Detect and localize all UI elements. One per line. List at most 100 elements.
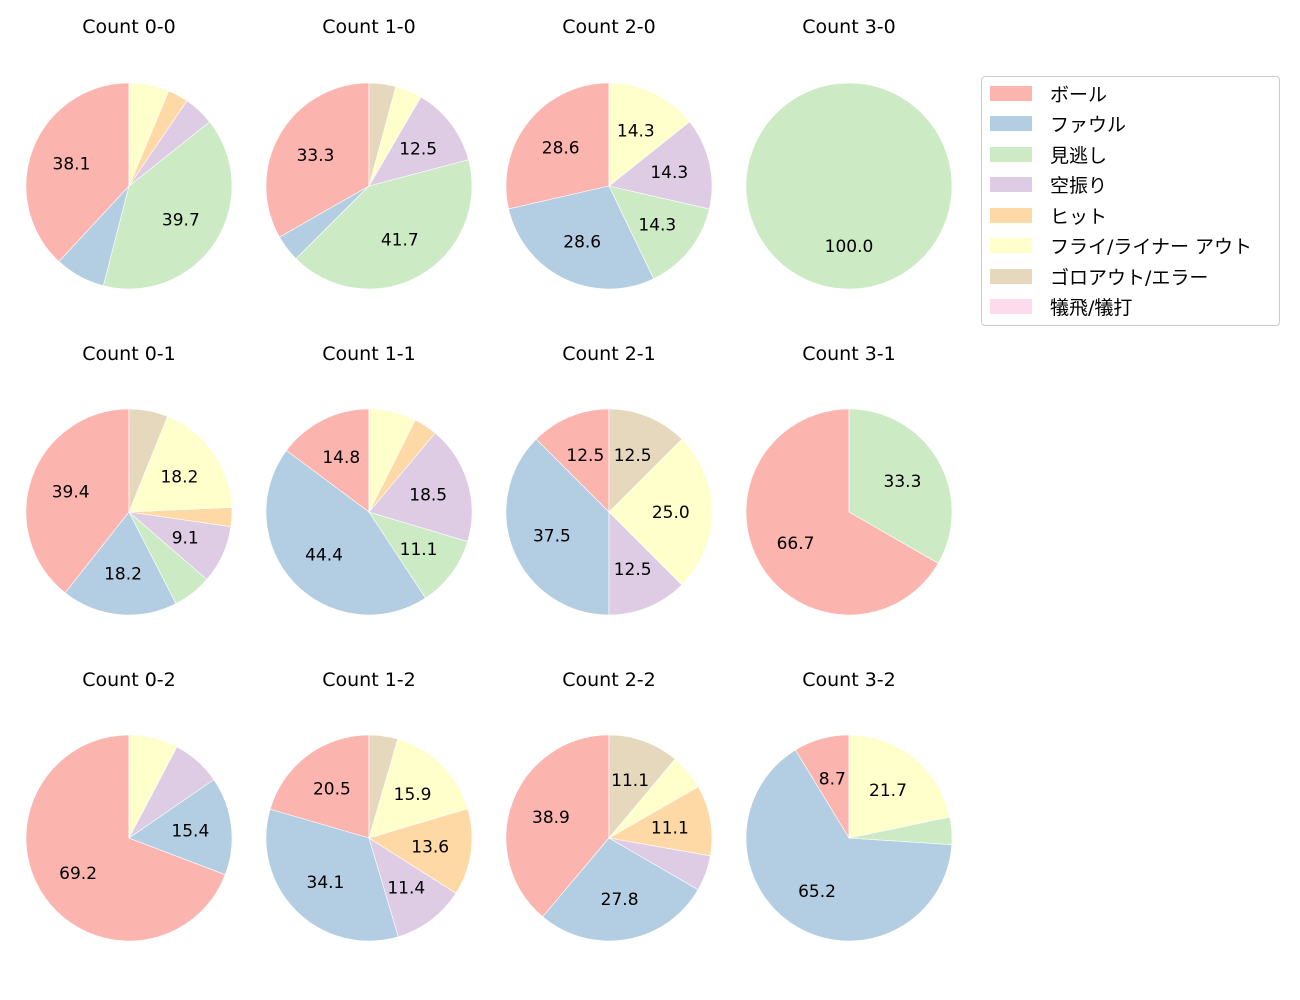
pie-title: Count 2-1 (562, 343, 656, 365)
slice-label: 14.3 (650, 163, 688, 183)
slice-label: 11.4 (387, 878, 425, 898)
pie-chart: 38.1 39.7 (25, 82, 233, 290)
legend-swatch-icon (990, 146, 1032, 162)
legend-label: ヒット (1050, 205, 1108, 228)
slice-label: 39.4 (52, 483, 90, 503)
slice-label: 9.1 (172, 529, 199, 549)
pie-slice (368, 808, 473, 894)
legend-swatch-icon (990, 268, 1032, 284)
pie-chart: 28.6 28.6 14.3 14.3 14.3 (505, 82, 713, 290)
pie-title: Count 1-2 (322, 669, 416, 691)
slice-label: 44.4 (305, 545, 343, 565)
pie-title: Count 2-2 (562, 669, 656, 691)
pie-slice (368, 511, 469, 599)
pie-slice (848, 408, 953, 564)
pie-slice (25, 82, 130, 262)
slice-label: 18.2 (104, 565, 142, 585)
pie-slice (368, 738, 469, 839)
pie-slice (608, 786, 713, 857)
pie-chart: 20.5 34.1 11.4 13.6 15.9 (265, 734, 473, 942)
slice-label: 34.1 (307, 873, 345, 893)
pie-slice (368, 432, 473, 542)
slice-label: 28.6 (563, 233, 601, 253)
pie-slice (265, 808, 399, 942)
pie-chart: 66.7 33.3 (745, 408, 953, 616)
slice-label: 14.3 (617, 121, 655, 141)
pie-slice (368, 837, 457, 938)
slice-label: 33.3 (884, 472, 922, 492)
pie-slice (265, 450, 427, 616)
legend-swatch-icon (990, 207, 1032, 223)
pie-title: Count 3-1 (802, 343, 896, 365)
legend-swatch-icon (990, 85, 1032, 101)
slice-label: 11.1 (400, 540, 438, 560)
pie-slice (64, 511, 177, 616)
slice-label: 14.8 (322, 448, 360, 468)
slice-label: 15.4 (171, 822, 209, 842)
pie-slice (608, 408, 683, 513)
legend-label: ゴロアウト/エラー (1050, 266, 1209, 289)
slice-label: 18.5 (409, 485, 447, 505)
pie-slice (745, 408, 939, 616)
legend-item: 犠飛/犠打 (990, 295, 1132, 319)
pie-slice (505, 82, 610, 210)
slice-label: 65.2 (798, 882, 836, 902)
legend: ボールファウル見逃し空振りヒットフライ/ライナー アウト ゴロアウト/エラー 犠飛/… (981, 76, 1280, 326)
slice-label: 18.2 (160, 467, 198, 487)
slice-label: 15.9 (394, 785, 432, 805)
legend-item: ファウル (990, 112, 1126, 136)
pie-slice (103, 121, 233, 290)
legend-label: 空振り (1050, 175, 1108, 197)
pie-chart: 39.4 18.2 9.1 18.2 (25, 408, 233, 616)
pie-title: Count 0-1 (82, 343, 176, 365)
pie-chart: 8.7 65.2 21.7 (745, 734, 953, 942)
legend-item: ゴロアウト/エラー (990, 264, 1209, 289)
slice-label: 14.3 (638, 216, 676, 236)
pie-slice (608, 734, 676, 839)
pie-slice (608, 82, 690, 187)
pie-slice (265, 82, 370, 238)
slice-label: 100.0 (825, 237, 874, 257)
legend-label: 犠飛/犠打 (1050, 297, 1133, 319)
legend-swatch-icon (990, 177, 1032, 192)
legend-label: 見逃し (1050, 144, 1108, 167)
pie-slice (128, 779, 233, 876)
pie-slice (285, 408, 370, 513)
slice-label: 11.1 (651, 818, 689, 838)
pie-title: Count 3-0 (802, 16, 896, 38)
pie-slice (745, 82, 953, 290)
pie-slice (508, 185, 655, 290)
legend-swatch-icon (990, 116, 1032, 131)
legend-label: ボール (1050, 83, 1108, 106)
pie-title: Count 3-2 (802, 669, 896, 691)
pie-chart: 69.2 15.4 (25, 734, 233, 942)
slice-label: 69.2 (59, 864, 97, 884)
pie-slice (128, 82, 170, 187)
pie-slice (608, 511, 683, 616)
pie-slice (535, 408, 610, 513)
legend-item: ヒット (990, 203, 1108, 228)
pie-title: Count 0-0 (82, 16, 176, 38)
pie-slice (128, 408, 168, 513)
pie-chart: 100.0 (745, 82, 953, 290)
pie-chart: 12.5 37.5 12.5 25.0 12.5 (505, 408, 713, 616)
pie-slice (368, 82, 397, 187)
slice-label: 12.5 (399, 140, 437, 160)
slice-label: 37.5 (533, 527, 571, 547)
slice-label: 11.1 (611, 771, 649, 791)
slice-label: 12.5 (614, 560, 652, 580)
slice-label: 66.7 (777, 534, 815, 554)
pie-title: Count 1-0 (322, 16, 416, 38)
pie-chart: 38.9 27.8 11.1 11.1 (505, 734, 713, 942)
slice-label: 8.7 (819, 769, 846, 789)
legend-label: フライ/ライナー アウト (1050, 236, 1253, 258)
slice-label: 12.5 (614, 446, 652, 466)
slice-label: 25.0 (652, 503, 690, 523)
slice-label: 12.5 (566, 446, 604, 466)
slice-label: 13.6 (411, 838, 449, 858)
slice-label: 38.9 (532, 808, 570, 828)
pie-slice (295, 159, 473, 290)
pie-slice (608, 121, 713, 210)
